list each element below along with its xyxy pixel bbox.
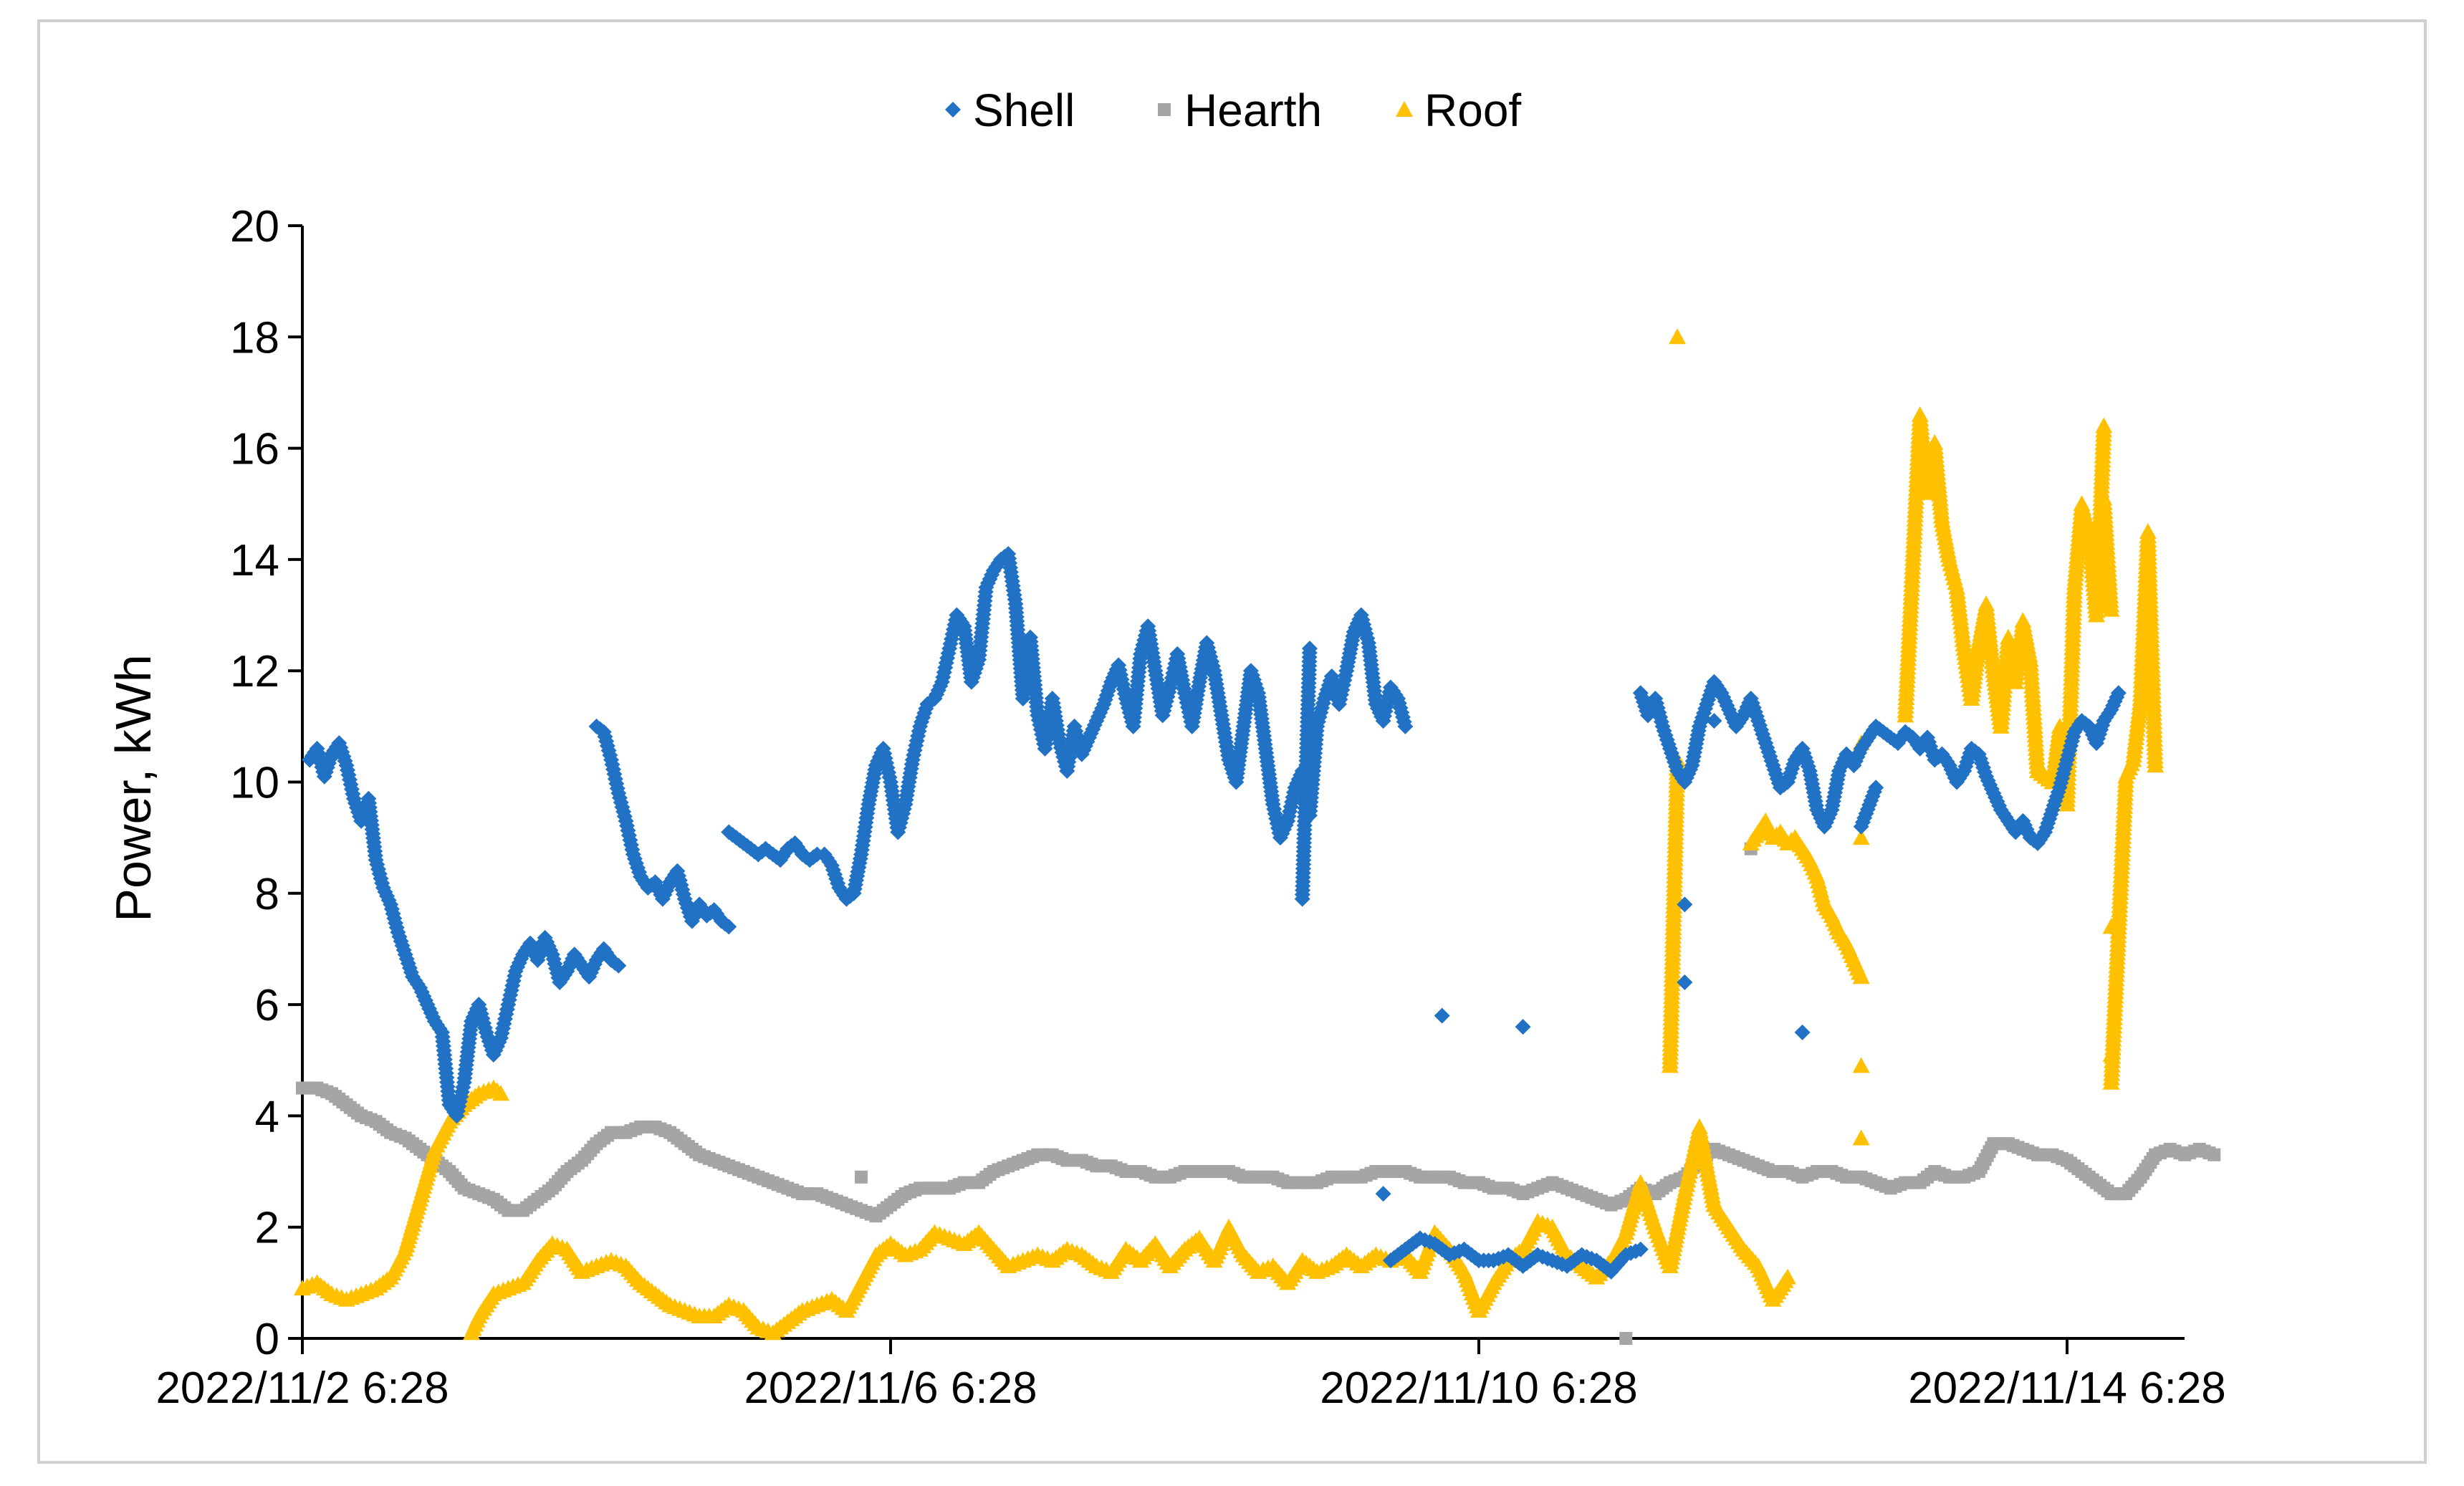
data-point-roof bbox=[1779, 1268, 1797, 1285]
data-point-roof bbox=[1852, 1057, 1870, 1073]
plot-area bbox=[294, 328, 2221, 1345]
y-tick-label: 10 bbox=[230, 759, 279, 808]
x-tick-label: 2022/11/10 6:28 bbox=[1320, 1363, 1638, 1413]
y-tick-label: 0 bbox=[255, 1315, 279, 1364]
legend-label-hearth: Hearth bbox=[1184, 85, 1322, 136]
data-point-shell bbox=[1375, 1186, 1391, 1202]
data-point-shell bbox=[1794, 1024, 1811, 1040]
data-point-roof bbox=[2102, 600, 2120, 617]
x-axis: 2022/11/2 6:28 2022/11/6 6:28 2022/11/10 6… bbox=[155, 1337, 2226, 1413]
legend: Shell Hearth Roof bbox=[945, 85, 1521, 136]
data-point-shell bbox=[1632, 1241, 1649, 1257]
x-tick-label: 2022/11/14 6:28 bbox=[1908, 1363, 2226, 1413]
y-axis-label: Power, kWh bbox=[105, 654, 161, 921]
data-point-roof bbox=[1669, 328, 1687, 345]
legend-item-shell: Shell bbox=[945, 85, 1075, 136]
data-point-hearth bbox=[854, 1170, 868, 1184]
data-point-shell bbox=[1677, 974, 1693, 991]
data-point-hearth bbox=[2207, 1148, 2221, 1161]
y-tick-label: 18 bbox=[230, 313, 279, 363]
data-point-roof bbox=[492, 1085, 510, 1101]
data-point-roof bbox=[2147, 757, 2165, 773]
legend-label-roof: Roof bbox=[1424, 85, 1521, 136]
x-tick-label: 2022/11/2 6:28 bbox=[155, 1363, 449, 1413]
y-axis: 0 2 4 6 8 10 12 14 16 18 20 bbox=[230, 202, 304, 1364]
y-tick-label: 6 bbox=[255, 981, 279, 1030]
y-tick-label: 20 bbox=[230, 202, 279, 251]
series-hearth bbox=[296, 842, 2221, 1345]
data-point-shell bbox=[1515, 1019, 1531, 1035]
data-point-roof bbox=[1852, 1129, 1870, 1146]
series-roof bbox=[294, 328, 2165, 1341]
y-tick-label: 14 bbox=[230, 536, 279, 585]
data-point-shell bbox=[1397, 718, 1414, 734]
data-point-shell bbox=[1677, 896, 1693, 913]
data-point-roof bbox=[2095, 417, 2113, 433]
legend-marker-roof bbox=[1396, 101, 1413, 117]
data-point-shell bbox=[1868, 780, 1884, 796]
data-point-shell bbox=[610, 957, 627, 974]
legend-item-hearth: Hearth bbox=[1158, 85, 1322, 136]
legend-marker-hearth bbox=[1158, 103, 1171, 116]
y-tick-label: 8 bbox=[255, 870, 279, 919]
y-tick-label: 4 bbox=[255, 1092, 279, 1141]
y-tick-label: 12 bbox=[230, 647, 279, 696]
data-point-shell bbox=[1301, 641, 1318, 657]
legend-marker-shell bbox=[945, 102, 961, 118]
data-point-roof bbox=[1852, 968, 1870, 984]
data-point-shell bbox=[1706, 713, 1722, 729]
legend-label-shell: Shell bbox=[973, 85, 1075, 136]
series-shell bbox=[302, 546, 2127, 1280]
data-point-roof bbox=[1852, 829, 1870, 845]
y-tick-label: 16 bbox=[230, 425, 279, 474]
data-point-shell bbox=[1434, 1007, 1450, 1024]
data-point-hearth bbox=[1619, 1332, 1633, 1345]
data-point-shell bbox=[721, 919, 737, 935]
legend-item-roof: Roof bbox=[1396, 85, 1521, 136]
x-tick-label: 2022/11/6 6:28 bbox=[744, 1363, 1037, 1413]
y-tick-label: 2 bbox=[255, 1204, 279, 1253]
data-point-shell bbox=[2110, 685, 2127, 701]
